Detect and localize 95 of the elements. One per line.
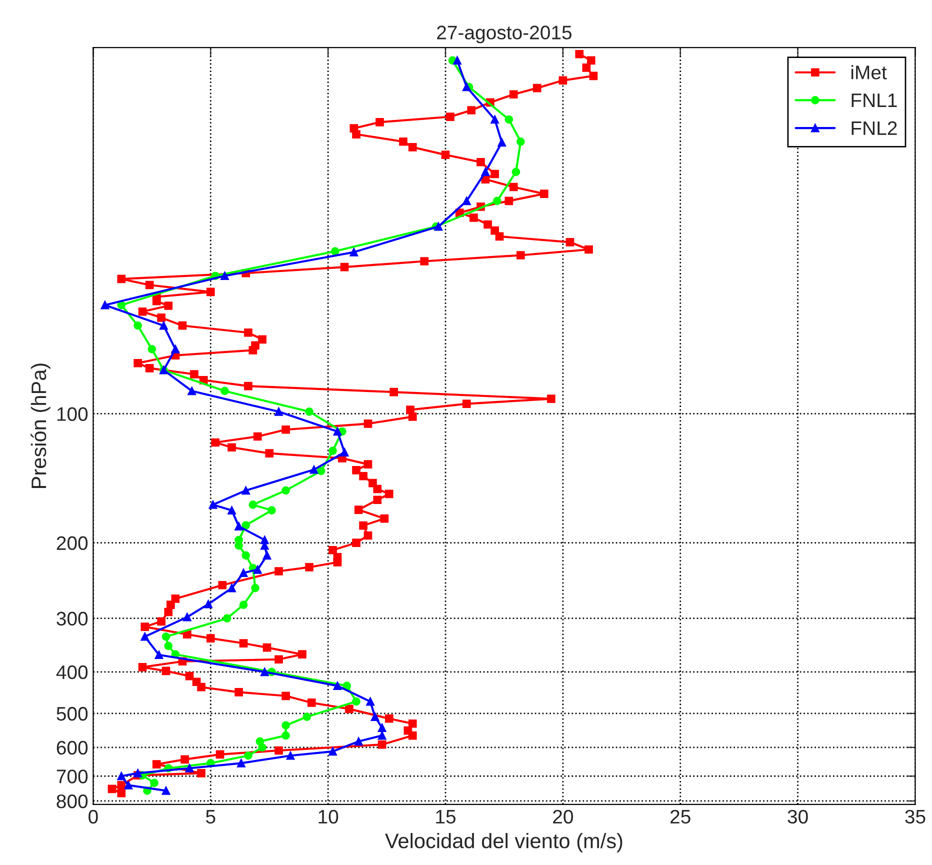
- point: [140, 632, 150, 641]
- point: [159, 321, 168, 330]
- point: [366, 697, 375, 706]
- point: [150, 778, 158, 788]
- point: [434, 222, 443, 231]
- point: [340, 448, 349, 456]
- point: [188, 386, 196, 396]
- point: [171, 344, 180, 354]
- point: [253, 565, 262, 574]
- y-tick-label: 600: [56, 740, 88, 755]
- point: [228, 584, 236, 592]
- point: [124, 781, 133, 790]
- point: [481, 168, 490, 176]
- y-axis-title: Presión (hPa): [30, 364, 50, 488]
- point: [222, 614, 232, 622]
- point: [204, 600, 212, 608]
- point: [117, 300, 126, 310]
- point: [220, 272, 229, 280]
- point: [208, 500, 218, 509]
- chart-title: 27-agosto-2015: [437, 26, 572, 44]
- point: [282, 486, 290, 495]
- point: [148, 344, 156, 354]
- point: [350, 248, 358, 256]
- point: [333, 682, 342, 690]
- point: [490, 115, 499, 124]
- point: [453, 56, 462, 65]
- point: [162, 786, 170, 795]
- point: [282, 731, 290, 740]
- point: [328, 747, 337, 756]
- point: [274, 408, 283, 416]
- point: [512, 168, 520, 176]
- y-tick-label: 700: [56, 770, 88, 784]
- x-tick-label: 5: [206, 810, 216, 824]
- point: [236, 759, 246, 768]
- point: [354, 737, 363, 746]
- point: [316, 466, 326, 476]
- point: [282, 721, 290, 730]
- point: [185, 764, 194, 772]
- point: [378, 724, 386, 732]
- y-tick-label: 300: [56, 612, 88, 626]
- y-tick-label: 100: [57, 407, 88, 421]
- point: [342, 682, 352, 690]
- point: [268, 506, 276, 515]
- point: [302, 712, 312, 721]
- point: [242, 486, 250, 495]
- point: [164, 642, 173, 650]
- point: [258, 743, 266, 752]
- point: [310, 465, 318, 474]
- point: [182, 612, 192, 622]
- point: [462, 196, 471, 206]
- point: [498, 138, 506, 147]
- point: [242, 521, 250, 530]
- x-tick-label: 0: [88, 810, 98, 824]
- legend-label: iMet: [851, 65, 887, 80]
- y-tick-label: 500: [56, 706, 88, 721]
- point: [251, 584, 260, 592]
- point: [370, 712, 380, 721]
- legend-label: FNL2: [852, 121, 897, 135]
- point: [134, 321, 142, 330]
- point: [234, 522, 243, 530]
- point: [154, 650, 164, 660]
- point: [286, 751, 295, 760]
- point: [100, 300, 110, 310]
- x-tick-label: 35: [905, 810, 926, 824]
- point: [333, 427, 342, 436]
- point: [244, 751, 252, 760]
- x-tick-label: 25: [670, 810, 690, 824]
- point: [328, 446, 337, 455]
- point: [260, 668, 269, 676]
- point: [462, 82, 471, 92]
- point: [504, 115, 514, 124]
- point: [493, 196, 502, 206]
- legend-label: FNL1: [852, 94, 897, 108]
- point: [117, 772, 126, 780]
- x-tick-label: 15: [436, 810, 456, 824]
- point: [516, 137, 525, 146]
- x-tick-label: 10: [318, 810, 338, 824]
- point: [330, 247, 340, 256]
- point: [248, 500, 258, 509]
- y-tick-label: 200: [56, 536, 88, 550]
- x-axis-title: Velocidad del viento (m/s): [385, 832, 622, 852]
- point: [220, 386, 229, 396]
- point: [242, 551, 250, 560]
- point: [378, 731, 386, 740]
- point: [305, 408, 314, 416]
- point: [262, 551, 272, 560]
- point: [352, 697, 360, 706]
- point: [239, 600, 248, 609]
- point: [162, 632, 170, 641]
- point: [228, 506, 236, 515]
- point: [239, 568, 248, 578]
- y-tick-label: 800: [56, 794, 88, 808]
- x-tick-label: 30: [788, 810, 808, 824]
- y-tick-label: 400: [56, 665, 88, 680]
- x-tick-label: 20: [553, 810, 573, 824]
